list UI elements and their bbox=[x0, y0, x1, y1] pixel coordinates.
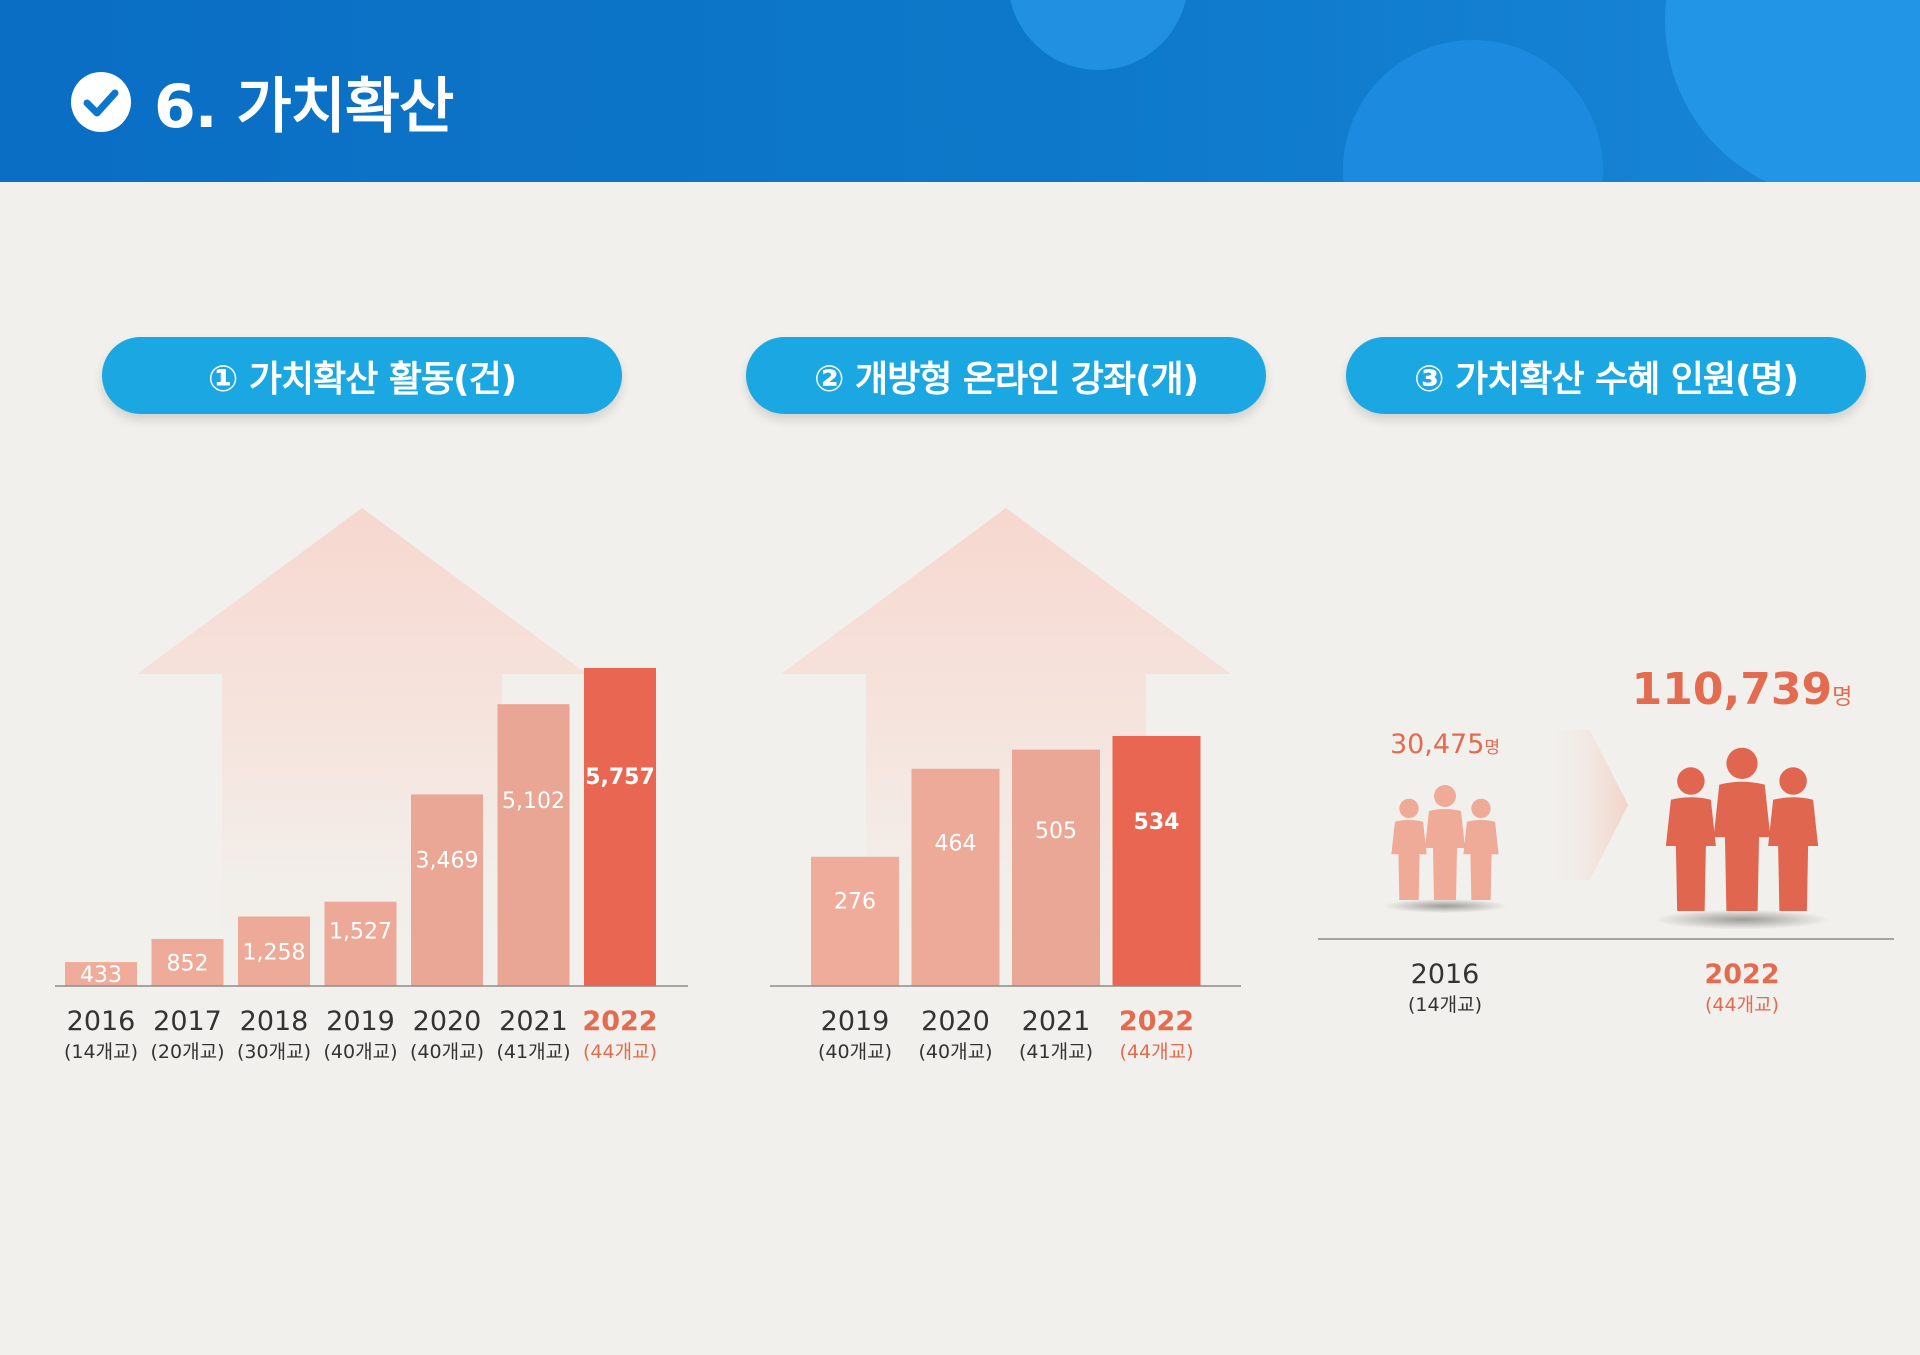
x-tick-sublabel: (14개교) bbox=[1408, 994, 1482, 1016]
beneficiary-count: 30,475명 bbox=[1390, 729, 1500, 760]
beneficiary-count-unit: 명 bbox=[1832, 685, 1852, 710]
person-icon bbox=[1463, 798, 1499, 900]
beneficiary-count: 110,739명 bbox=[1632, 664, 1853, 715]
bar bbox=[497, 704, 570, 986]
bar-value-label: 5,757 bbox=[585, 765, 655, 790]
x-tick-label: 2022 bbox=[582, 1006, 657, 1037]
bar bbox=[584, 668, 656, 986]
x-tick-sublabel: (40개교) bbox=[410, 1041, 484, 1063]
person-icon bbox=[1768, 767, 1819, 911]
x-tick-sublabel: (40개교) bbox=[818, 1041, 892, 1063]
page-title: 6. 가치확산 bbox=[154, 72, 454, 142]
beneficiary-count-value: 30,475 bbox=[1390, 729, 1484, 760]
x-tick-sublabel: (44개교) bbox=[583, 1041, 657, 1063]
bar-value-label: 1,258 bbox=[243, 940, 306, 965]
x-tick-label: 2020 bbox=[921, 1006, 990, 1037]
bar-value-label: 852 bbox=[167, 951, 209, 976]
x-tick-label: 2022 bbox=[1704, 959, 1779, 990]
x-tick-sublabel: (30개교) bbox=[237, 1041, 311, 1063]
beneficiary-count-unit: 명 bbox=[1484, 738, 1500, 758]
bar bbox=[238, 916, 310, 986]
person-icon bbox=[1425, 785, 1465, 900]
bar-value-label: 5,102 bbox=[502, 789, 565, 814]
x-tick-sublabel: (40개교) bbox=[324, 1041, 398, 1063]
check-circle-icon bbox=[71, 72, 131, 132]
bar bbox=[911, 768, 1000, 986]
x-tick-sublabel: (14개교) bbox=[64, 1041, 138, 1063]
x-tick-label: 2019 bbox=[326, 1006, 395, 1037]
bar-value-label: 505 bbox=[1035, 819, 1077, 844]
x-tick-label: 2021 bbox=[499, 1006, 568, 1037]
x-tick-label: 2021 bbox=[1022, 1006, 1091, 1037]
x-tick-sublabel: (41개교) bbox=[1019, 1041, 1093, 1063]
people-group-icon bbox=[1665, 747, 1819, 911]
x-tick-sublabel: (41개교) bbox=[497, 1041, 571, 1063]
bar bbox=[411, 794, 483, 986]
header-banner: 6. 가치확산 bbox=[0, 0, 1920, 182]
bar bbox=[151, 938, 224, 986]
bar-value-label: 433 bbox=[80, 963, 122, 988]
chart-title-online-courses: ② 개방형 온라인 강좌(개) bbox=[746, 337, 1266, 414]
x-tick-label: 2020 bbox=[413, 1006, 482, 1037]
bar bbox=[65, 962, 137, 986]
person-icon bbox=[1665, 767, 1716, 911]
x-tick-label: 2016 bbox=[67, 1006, 136, 1037]
person-icon bbox=[1713, 747, 1771, 911]
x-tick-label: 2017 bbox=[153, 1006, 222, 1037]
x-tick-sublabel: (40개교) bbox=[919, 1041, 993, 1063]
people-group-icon bbox=[1391, 785, 1499, 900]
bar-value-label: 276 bbox=[834, 890, 876, 915]
bar-value-label: 3,469 bbox=[416, 849, 479, 874]
bar-value-label: 1,527 bbox=[329, 919, 392, 944]
x-tick-sublabel: (44개교) bbox=[1120, 1041, 1194, 1063]
x-tick-label: 2019 bbox=[821, 1006, 890, 1037]
x-tick-label: 2016 bbox=[1411, 959, 1480, 990]
chart-title-beneficiaries: ③ 가치확산 수혜 인원(명) bbox=[1346, 337, 1866, 414]
x-tick-label: 2022 bbox=[1119, 1006, 1194, 1037]
beneficiary-count-value: 110,739 bbox=[1632, 664, 1832, 715]
bar bbox=[324, 901, 397, 986]
shadow bbox=[1383, 899, 1507, 913]
person-icon bbox=[1391, 798, 1427, 900]
bar-value-label: 534 bbox=[1134, 810, 1180, 835]
bar bbox=[811, 856, 899, 986]
x-tick-sublabel: (20개교) bbox=[151, 1041, 225, 1063]
shadow bbox=[1653, 909, 1831, 930]
growth-arrow-decoration bbox=[1545, 730, 1628, 880]
x-tick-sublabel: (44개교) bbox=[1705, 994, 1779, 1016]
x-tick-label: 2018 bbox=[240, 1006, 309, 1037]
bar bbox=[1012, 749, 1100, 986]
bar-value-label: 464 bbox=[935, 832, 977, 857]
chart-title-activities: ① 가치확산 활동(건) bbox=[102, 337, 622, 414]
bar bbox=[1112, 736, 1201, 986]
